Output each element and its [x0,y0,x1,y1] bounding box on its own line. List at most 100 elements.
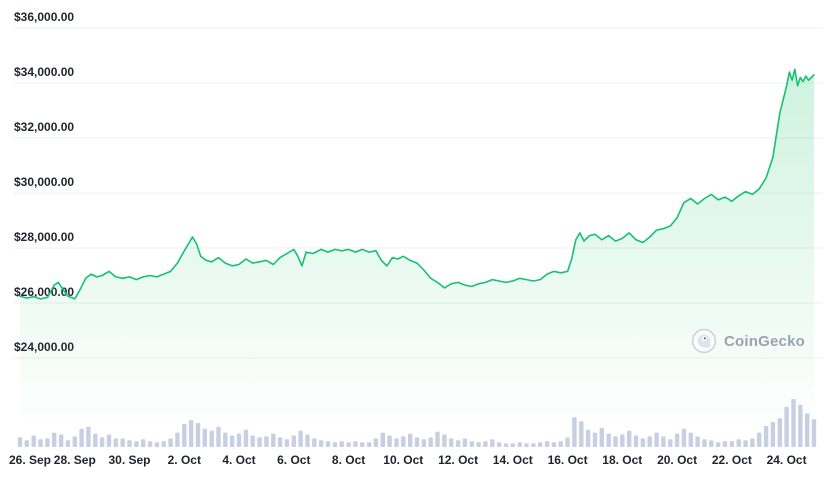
volume-bar [216,426,221,447]
y-axis-label: $34,000.00 [14,65,74,79]
volume-bar [373,438,379,447]
volume-bar [496,442,502,447]
volume-bar [476,442,481,447]
volume-bar [38,439,43,447]
volume-bar [264,436,269,447]
volume-bar [736,439,741,447]
volume-bar [147,441,153,447]
volume-bar [647,436,652,447]
volume-bar [79,428,84,447]
volume-bar [17,437,23,447]
volume-bar [24,440,29,447]
volume-bar [510,443,515,447]
volume-bar [353,441,358,447]
x-axis-label: 16. Oct [548,453,588,467]
x-axis-label: 26. Sep [9,453,51,467]
volume-bar [319,440,324,447]
volume-bar [633,435,639,447]
y-axis-label: $30,000.00 [14,175,74,189]
x-axis-label: 6. Oct [277,453,310,467]
volume-bar [305,434,310,447]
volume-bar [339,441,344,447]
volume-bar [627,430,632,447]
volume-bar [449,438,454,447]
volume-bar [462,438,468,447]
volume-bar [770,422,776,447]
volume-bar [298,430,303,447]
volume-bar [503,443,509,447]
price-line[interactable] [19,68,815,300]
volume-bar [408,433,413,447]
volume-bar [332,442,338,447]
volume-bar [798,404,803,447]
volume-bar [277,437,283,447]
volume-bar [688,432,693,447]
volume-bar [599,427,604,447]
volume-bar [120,438,125,447]
volume-bar [531,443,536,447]
volume-bar [743,440,748,447]
volume-bar [291,435,296,447]
volume-bar [750,438,755,447]
volume-bar [490,439,495,447]
volume-bar [592,432,598,447]
volume-bar [182,424,187,447]
volume-bar [271,433,276,447]
volume-bar [805,413,810,447]
volume-bar [113,438,118,447]
volume-bar [175,432,180,447]
x-axis-label: 18. Oct [602,453,642,467]
volume-bar [106,434,112,447]
x-axis-label: 14. Oct [493,453,533,467]
volume-bar [86,426,91,447]
volume-bar [572,417,577,447]
x-axis-label: 4. Oct [222,453,255,467]
volume-bar [134,441,139,447]
volume-bar [579,421,584,447]
volume-bar [188,420,194,447]
volume-bar [141,439,146,447]
volume-bar [620,434,625,447]
y-axis-label: $36,000.00 [14,10,74,24]
volume-bar [668,439,673,447]
volume-bar [517,442,522,447]
volume-bar [681,428,687,447]
volume-bar [640,438,646,447]
volume-bar [99,437,105,447]
volume-bar [421,439,426,447]
volume-bar [168,438,173,447]
x-axis-label: 28. Sep [54,453,96,467]
volume-bar [654,432,659,447]
volume-bar [483,441,488,447]
x-axis-label: 10. Oct [383,453,423,467]
volume-bar [195,423,201,447]
volume-bar [209,430,214,447]
volume-bar [606,433,611,447]
volume-bar [257,437,262,447]
volume-bar [230,435,235,447]
coingecko-watermark-label: CoinGecko [724,332,805,350]
volume-bar [777,418,782,447]
volume-bar [154,442,160,447]
volume-bar [695,436,700,447]
volume-bar [709,440,714,447]
volume-bar [52,432,57,447]
volume-bar [93,433,98,447]
volume-bar [127,440,132,447]
price-area [20,69,814,431]
volume-bar [346,442,351,447]
y-axis-label: $32,000.00 [14,120,74,134]
volume-bar [284,439,290,447]
volume-bar [380,432,385,447]
volume-bar [722,441,728,447]
volume-bar [387,435,392,447]
volume-bar [455,440,461,447]
volume-bar [613,436,618,447]
volume-bar [223,432,228,447]
x-axis-label: 30. Sep [108,453,150,467]
volume-bar [585,429,591,447]
volume-bar [243,429,249,447]
x-axis-label: 24. Oct [767,453,807,467]
